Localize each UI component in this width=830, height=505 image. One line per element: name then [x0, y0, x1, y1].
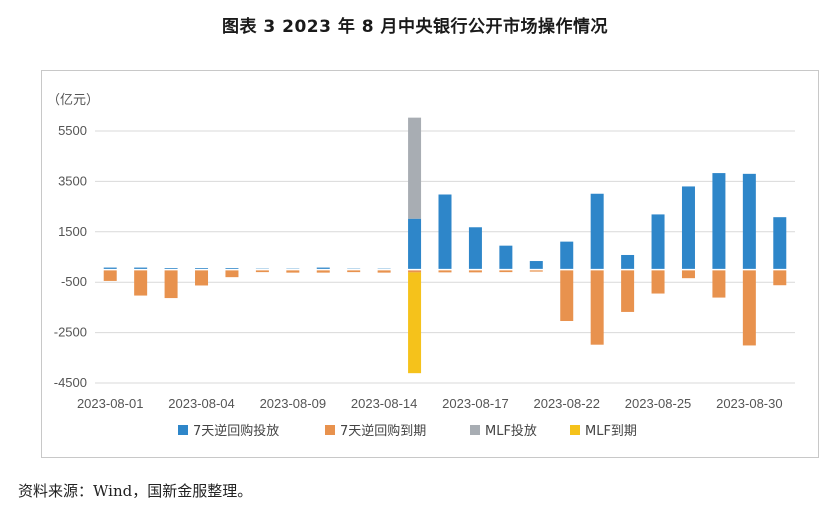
bar-rr_inject: [225, 268, 239, 270]
bar-rr_mature: [499, 269, 513, 273]
y-tick-label: 3500: [58, 173, 87, 188]
legend-label: MLF投放: [485, 423, 537, 439]
figure-title: 图表 3 2023 年 8 月中央银行公开市场操作情况: [221, 17, 609, 37]
bar-rr_inject: [316, 267, 330, 270]
bar-rr_mature: [347, 269, 361, 273]
bar-rr_mature: [377, 269, 391, 273]
bar-rr_mature: [712, 269, 726, 298]
bar-rr_mature: [164, 269, 178, 299]
bar-rr_mature: [103, 269, 117, 281]
legend-swatch-rr_mature: [325, 425, 335, 435]
bar-rr_mature: [529, 269, 543, 272]
x-tick-label: 2023-08-01: [77, 396, 144, 411]
x-tick-label: 2023-08-22: [533, 396, 600, 411]
bar-rr_inject: [742, 173, 756, 270]
bar-rr_inject: [621, 254, 635, 270]
bar-rr_mature: [438, 269, 452, 273]
bar-rr_inject: [438, 194, 452, 270]
bar-rr_mature: [195, 269, 209, 286]
legend-label: MLF到期: [585, 424, 637, 439]
bar-rr_inject: [712, 173, 726, 270]
x-tick-label: 2023-08-14: [351, 396, 418, 411]
bar-rr_mature: [651, 269, 665, 294]
bar-rr_inject: [651, 214, 665, 270]
x-tick-label: 2023-08-17: [442, 396, 509, 411]
legend: 7天逆回购投放 7天逆回购到期 MLF投放 MLF到期: [178, 423, 637, 439]
bar-rr_mature: [590, 269, 604, 345]
legend-swatch-mlf_inject: [470, 425, 480, 435]
bar-rr_inject: [560, 241, 574, 270]
bar-rr_inject: [590, 193, 604, 270]
bar-rr_inject: [408, 218, 422, 270]
x-tick-label: 2023-08-09: [260, 396, 327, 411]
bar-rr_mature: [681, 269, 695, 279]
legend-swatch-rr_inject: [178, 425, 188, 435]
bar-rr_inject: [103, 267, 117, 270]
source-note: 资料来源：Wind，国新金服整理。: [18, 482, 253, 500]
y-tick-label: -2500: [54, 325, 87, 340]
legend-label: 7天逆回购投放: [193, 423, 279, 439]
bar-rr_mature: [621, 269, 635, 312]
legend-swatch-mlf_mature: [570, 425, 580, 435]
gridlines: 5500 3500 1500 -500 -2500 -4500: [54, 123, 795, 390]
bar-rr_mature: [773, 269, 787, 286]
bar-rr_mature: [408, 269, 422, 273]
y-axis-unit-label: （亿元）: [47, 92, 99, 107]
bar-rr_mature: [742, 269, 756, 346]
axes: 2023-08-01 2023-08-04 2023-08-09 2023-08-14…: [77, 268, 795, 411]
x-tick-label: 2023-08-25: [625, 396, 692, 411]
bar-rr_inject: [468, 227, 482, 270]
y-tick-label: 5500: [58, 123, 87, 138]
y-tick-label: -4500: [54, 375, 87, 390]
bar-mlf_mature: [408, 272, 422, 374]
bar-rr_mature: [255, 269, 269, 273]
bar-rr_inject: [134, 267, 148, 270]
x-tick-label: 2023-08-30: [716, 396, 783, 411]
bar-rr_mature: [225, 269, 239, 278]
bars: [103, 117, 787, 374]
bar-rr_mature: [316, 269, 330, 273]
bar-mlf_inject: [408, 117, 422, 219]
bar-rr_inject: [529, 261, 543, 270]
bar-rr_inject: [164, 268, 178, 270]
bar-rr_mature: [286, 269, 300, 273]
bar-rr_inject: [499, 245, 513, 270]
bar-rr_mature: [560, 269, 574, 322]
bar-rr_inject: [195, 268, 209, 270]
bar-rr_mature: [468, 269, 482, 273]
bar-rr_inject: [681, 186, 695, 270]
bar-rr_mature: [134, 269, 148, 296]
y-tick-label: -500: [61, 274, 87, 289]
bar-rr_inject: [773, 217, 787, 270]
legend-label: 7天逆回购到期: [340, 423, 426, 439]
x-tick-label: 2023-08-04: [168, 396, 235, 411]
y-tick-label: 1500: [58, 224, 87, 239]
